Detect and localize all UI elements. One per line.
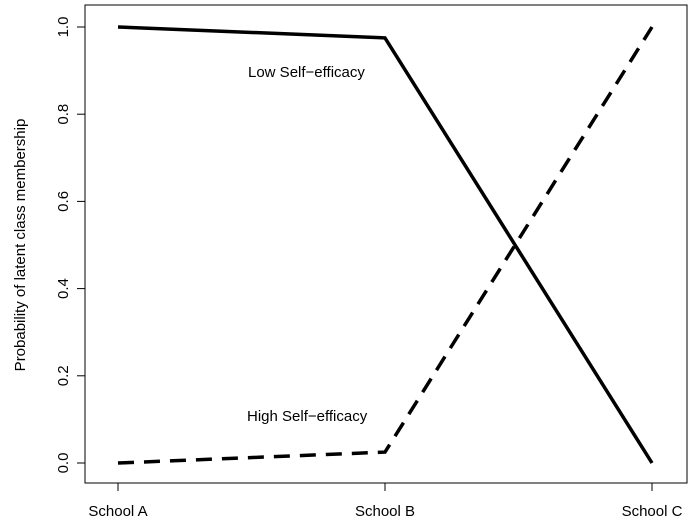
- x-axis-ticks: School A School B School C: [88, 483, 683, 520]
- high-self-efficacy-line: [117, 26, 654, 465]
- x-tick-label: School B: [355, 503, 415, 520]
- y-tick-label: 0.4: [55, 278, 72, 299]
- y-tick-label: 0.0: [55, 453, 72, 474]
- y-tick-label: 0.8: [55, 104, 72, 125]
- y-tick-label: 0.2: [55, 365, 72, 386]
- y-tick-label: 1.0: [55, 17, 72, 38]
- y-tick-label: 0.6: [55, 191, 72, 212]
- y-axis-ticks: 0.0 0.2 0.4 0.6 0.8 1.0: [55, 17, 85, 474]
- y-axis-label: Probability of latent class membership: [12, 119, 29, 372]
- high-self-efficacy-annotation: High Self−efficacy: [247, 408, 368, 425]
- plot-frame: [84, 4, 688, 484]
- x-tick-label: School A: [88, 503, 147, 520]
- low-self-efficacy-line: [117, 25, 654, 464]
- x-tick-label: School C: [622, 503, 683, 520]
- series-lines: [117, 25, 654, 465]
- low-self-efficacy-annotation: Low Self−efficacy: [248, 64, 365, 81]
